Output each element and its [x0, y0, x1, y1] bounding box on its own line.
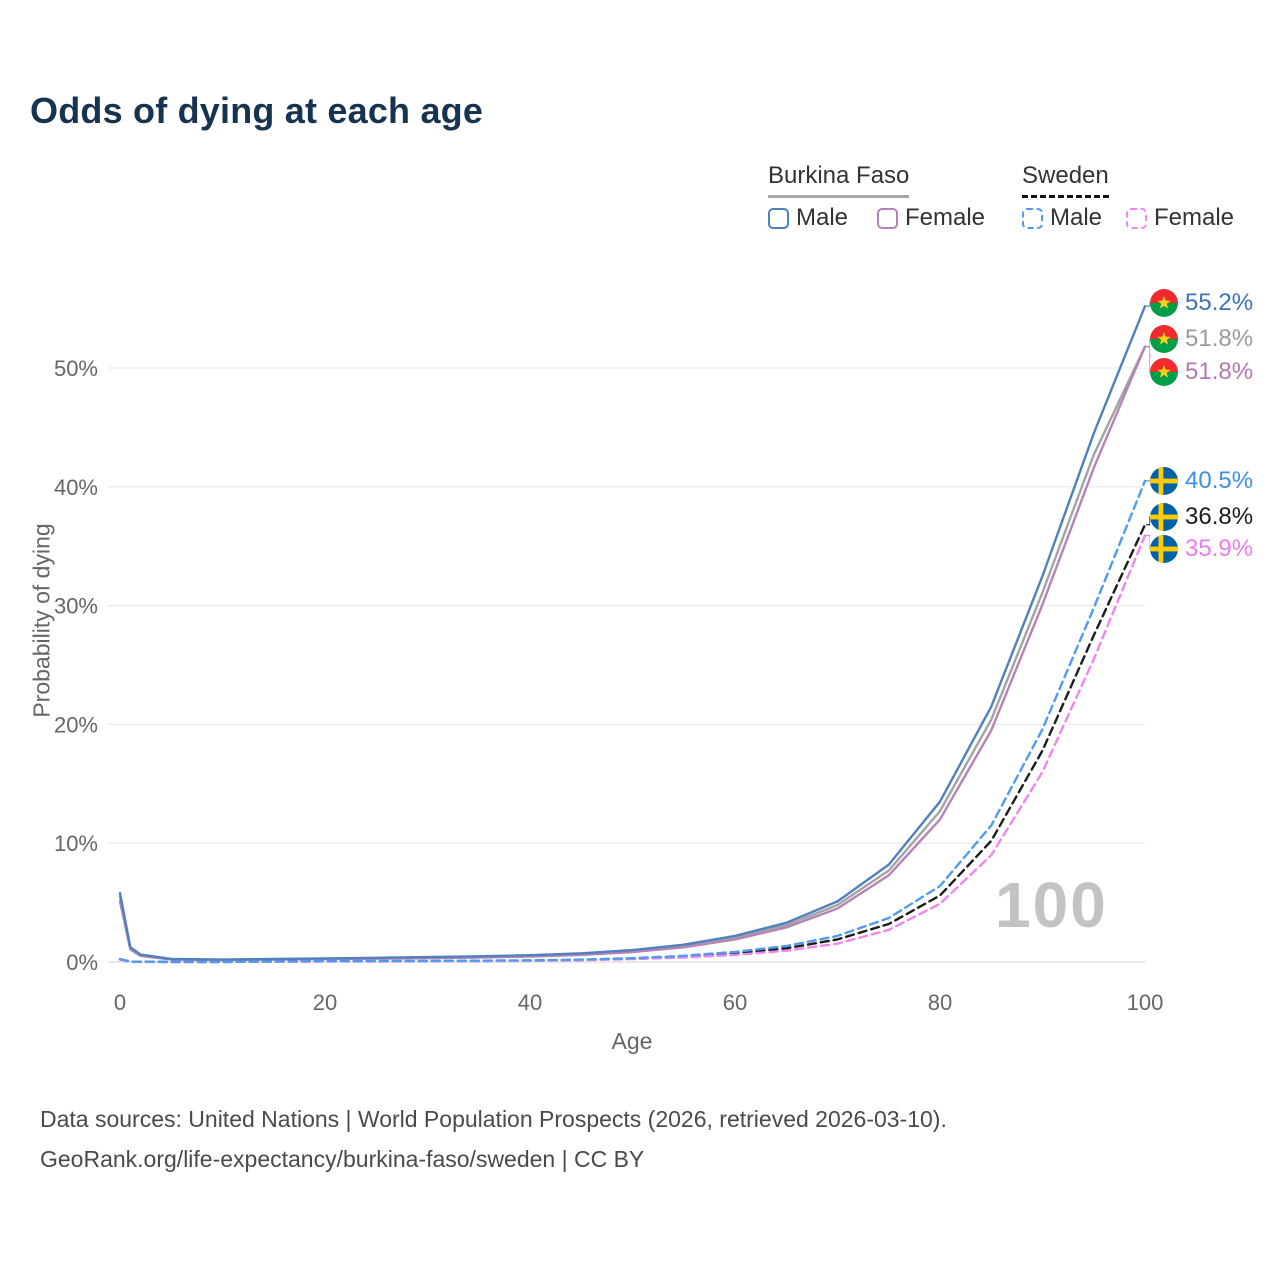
end-label-sweden-both: 36.8%	[1150, 502, 1258, 532]
sweden-flag-icon	[1150, 503, 1178, 531]
end-label-value: 40.5%	[1185, 467, 1254, 494]
legend-group-burkina-faso[interactable]: Burkina Faso	[768, 162, 910, 198]
legend-item-burkina-faso-female[interactable]: Female	[877, 204, 985, 232]
end-label-value: 35.9%	[1185, 535, 1254, 562]
dashed-line-swatch-icon	[1022, 207, 1043, 229]
end-label-value: 55.2%	[1185, 289, 1254, 316]
sweden-flag-icon	[1150, 467, 1178, 495]
georank-url-text[interactable]: GeoRank.org/life-expectancy/burkina-faso…	[40, 1146, 645, 1172]
legend-item-sweden-male[interactable]: Male	[1022, 204, 1102, 232]
solid-line-swatch-icon	[877, 207, 898, 229]
end-label-value: 51.8%	[1185, 325, 1254, 352]
svg-text:0%: 0%	[66, 950, 98, 975]
svg-text:40%: 40%	[54, 475, 98, 500]
legend-item-label: Male	[796, 204, 849, 231]
page-title: Odds of dying at each age	[30, 90, 484, 131]
legend-item-burkina-faso-male[interactable]: Male	[768, 204, 848, 232]
solid-line-swatch-icon	[768, 207, 789, 229]
legend-item-sweden-female[interactable]: Female	[1126, 204, 1234, 232]
sweden-flag-icon	[1150, 535, 1178, 563]
end-label-burkina-faso-female: 51.8%	[1150, 357, 1258, 387]
svg-text:10%: 10%	[54, 831, 98, 856]
svg-text:80: 80	[928, 990, 952, 1015]
dashed-line-swatch-icon	[1126, 207, 1147, 229]
svg-text:30%: 30%	[54, 594, 98, 619]
burkina-faso-flag-icon	[1150, 289, 1178, 317]
svg-text:60: 60	[723, 990, 747, 1015]
legend-item-label: Female	[905, 204, 986, 231]
burkina-faso-flag-icon	[1150, 358, 1178, 386]
svg-text:50%: 50%	[54, 356, 98, 381]
svg-text:20: 20	[313, 990, 337, 1015]
legend-item-label: Male	[1050, 204, 1103, 231]
legend-item-label: Female	[1154, 204, 1235, 231]
burkina-faso-flag-icon	[1150, 325, 1178, 353]
svg-text:0: 0	[114, 990, 126, 1015]
legend-group-sweden[interactable]: Sweden	[1022, 162, 1109, 198]
x-axis-title: Age	[611, 1028, 653, 1054]
end-label-sweden-male: 40.5%	[1150, 466, 1258, 496]
end-label-value: 51.8%	[1185, 358, 1254, 385]
hovered-age-watermark: 100	[995, 869, 1108, 941]
svg-text:20%: 20%	[54, 712, 98, 737]
svg-text:100: 100	[1127, 990, 1164, 1015]
end-label-burkina-faso-both: 51.8%	[1150, 324, 1258, 354]
end-label-sweden-female: 35.9%	[1150, 534, 1258, 564]
data-sources-text: Data sources: United Nations | World Pop…	[40, 1106, 947, 1132]
svg-text:40: 40	[518, 990, 542, 1015]
end-label-burkina-faso-male: 55.2%	[1150, 288, 1258, 318]
end-label-value: 36.8%	[1185, 503, 1254, 530]
